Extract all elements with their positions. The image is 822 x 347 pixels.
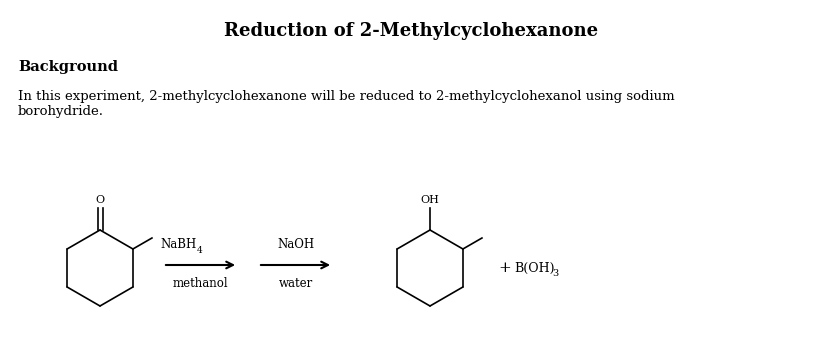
Text: O: O <box>95 195 104 205</box>
Text: Reduction of 2-Methylcyclohexanone: Reduction of 2-Methylcyclohexanone <box>224 22 598 40</box>
Text: OH: OH <box>421 195 440 205</box>
Text: Background: Background <box>18 60 118 74</box>
Text: 3: 3 <box>552 269 558 278</box>
Text: 4: 4 <box>196 246 202 255</box>
Text: +: + <box>498 261 510 275</box>
Text: In this experiment, 2-methylcyclohexanone will be reduced to 2-methylcyclohexano: In this experiment, 2-methylcyclohexanon… <box>18 90 675 118</box>
Text: NaBH: NaBH <box>160 238 196 251</box>
Text: NaOH: NaOH <box>277 238 314 251</box>
Text: water: water <box>279 277 312 290</box>
Text: methanol: methanol <box>173 277 229 290</box>
Text: B(OH): B(OH) <box>514 262 555 274</box>
